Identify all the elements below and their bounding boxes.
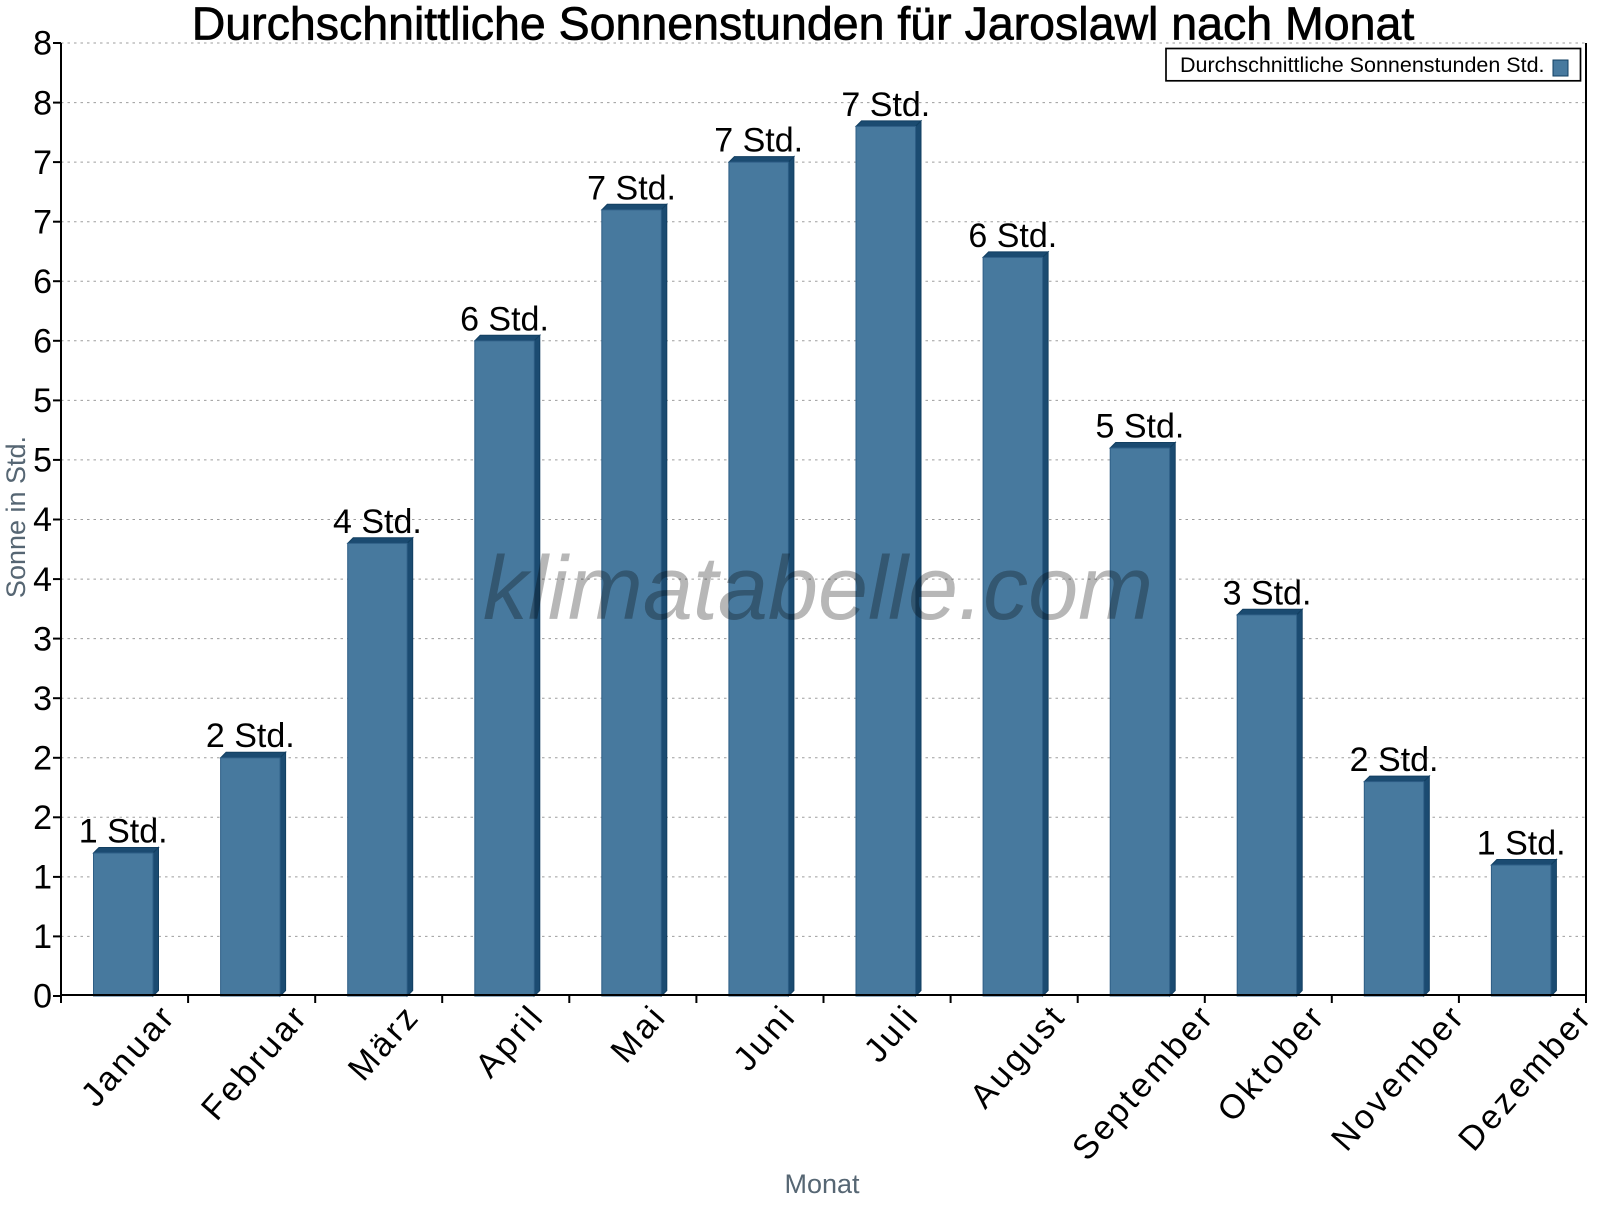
svg-text:7 Std.: 7 Std. — [587, 169, 676, 207]
svg-text:8: 8 — [33, 25, 52, 63]
svg-text:Durchschnittliche Sonnenstunde: Durchschnittliche Sonnenstunden Std. — [1180, 53, 1545, 77]
svg-text:2: 2 — [33, 740, 52, 778]
svg-text:4: 4 — [33, 561, 52, 599]
svg-text:0: 0 — [33, 978, 52, 1016]
svg-text:7: 7 — [33, 144, 52, 182]
svg-text:Monat: Monat — [784, 1169, 860, 1199]
svg-text:7: 7 — [33, 203, 52, 241]
svg-text:1 Std.: 1 Std. — [79, 813, 168, 851]
svg-text:2 Std.: 2 Std. — [1350, 741, 1439, 779]
svg-text:7 Std.: 7 Std. — [841, 86, 930, 124]
svg-text:2 Std.: 2 Std. — [206, 717, 295, 755]
svg-text:8: 8 — [33, 84, 52, 122]
svg-text:6: 6 — [33, 323, 52, 361]
svg-text:4 Std.: 4 Std. — [333, 503, 422, 541]
svg-text:5: 5 — [33, 442, 52, 480]
svg-text:4: 4 — [33, 501, 52, 539]
svg-text:3: 3 — [33, 680, 52, 718]
svg-text:6 Std.: 6 Std. — [968, 217, 1057, 255]
svg-text:2: 2 — [33, 799, 52, 837]
svg-text:klimatabelle.com: klimatabelle.com — [483, 539, 1153, 639]
svg-text:3 Std.: 3 Std. — [1223, 574, 1312, 612]
svg-text:1 Std.: 1 Std. — [1477, 825, 1566, 863]
svg-text:5 Std.: 5 Std. — [1095, 408, 1184, 446]
svg-text:1: 1 — [33, 859, 52, 897]
svg-text:1: 1 — [33, 918, 52, 956]
svg-text:6 Std.: 6 Std. — [460, 300, 549, 338]
svg-text:3: 3 — [33, 620, 52, 658]
svg-text:Sonne in Std.: Sonne in Std. — [1, 436, 31, 598]
svg-text:7 Std.: 7 Std. — [714, 122, 803, 160]
svg-text:Durchschnittliche Sonnenstunde: Durchschnittliche Sonnenstunden für Jaro… — [192, 0, 1415, 50]
svg-text:6: 6 — [33, 263, 52, 301]
svg-text:5: 5 — [33, 382, 52, 420]
